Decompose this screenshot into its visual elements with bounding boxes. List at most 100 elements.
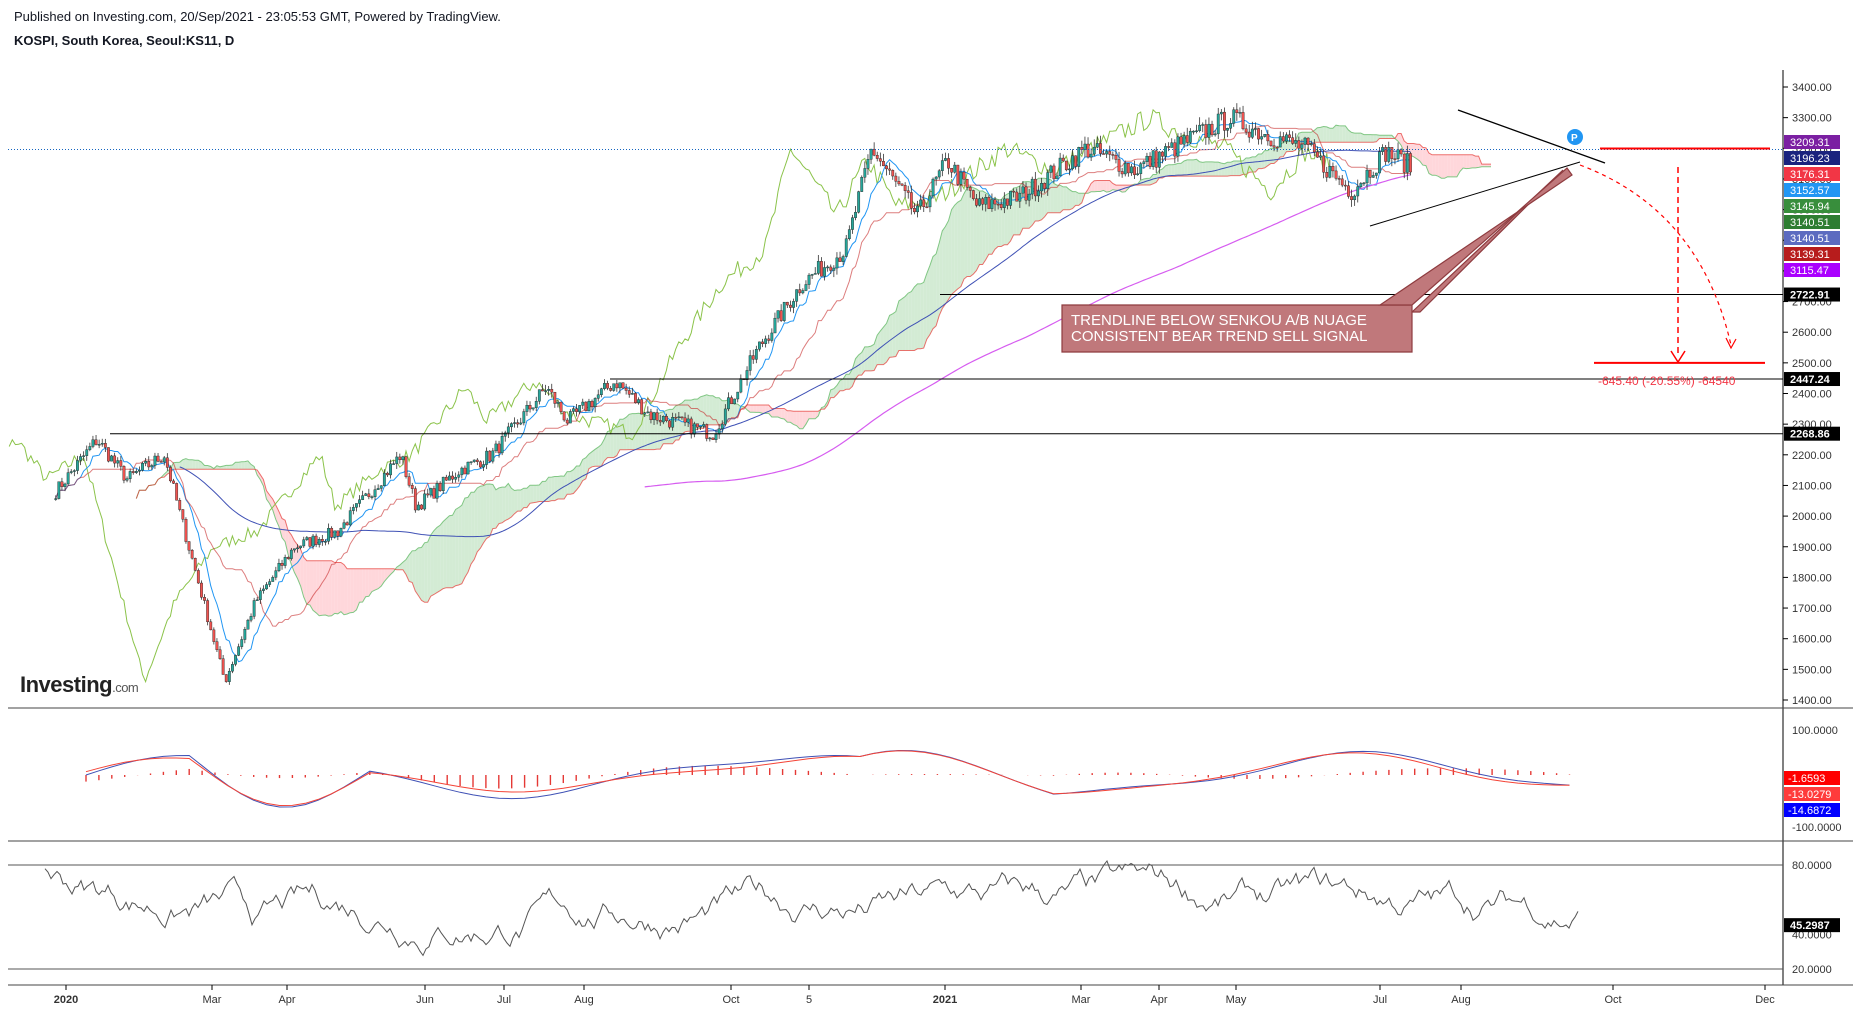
- candle: [990, 193, 994, 212]
- candle: [469, 461, 473, 465]
- candle-body: [271, 577, 275, 582]
- candle: [1213, 129, 1217, 137]
- y-tick-label: 1600.00: [1792, 634, 1832, 646]
- cloud-segment: [251, 464, 255, 470]
- cloud-segment: [195, 460, 199, 470]
- cloud-segment: [247, 460, 252, 470]
- candle: [934, 175, 938, 186]
- candle: [754, 345, 758, 364]
- cloud-segment: [694, 399, 698, 431]
- price-label: 3145.94: [1790, 201, 1830, 213]
- cloud-segment: [1187, 159, 1191, 177]
- candle-body: [522, 411, 526, 424]
- candle-body: [878, 158, 882, 162]
- candle-body: [255, 599, 259, 601]
- candle: [85, 445, 89, 461]
- y-tick-label: 2100.00: [1792, 480, 1832, 492]
- cloud-segment: [415, 547, 419, 596]
- candle-body: [1009, 190, 1012, 206]
- cloud-segment: [1422, 147, 1426, 166]
- cloud-segment: [1106, 180, 1110, 193]
- candle-body: [621, 382, 625, 389]
- candle-body: [82, 455, 86, 457]
- cloud-segment: [1094, 180, 1098, 192]
- candle-body: [789, 304, 792, 308]
- candle: [54, 495, 58, 501]
- candle: [603, 379, 606, 391]
- candle: [807, 273, 811, 289]
- candle-body: [1312, 143, 1316, 153]
- candle: [878, 152, 882, 167]
- cloud-segment: [619, 419, 624, 450]
- candle: [730, 395, 733, 405]
- candle-body: [1049, 165, 1053, 173]
- candle-body: [730, 397, 733, 405]
- candle: [950, 168, 954, 178]
- candle: [1201, 122, 1205, 133]
- candle: [1353, 194, 1357, 206]
- candle: [305, 535, 309, 542]
- candle: [677, 411, 681, 421]
- x-tick-label: Dec: [1755, 994, 1775, 1006]
- candle-body: [1080, 147, 1084, 150]
- candle: [255, 596, 259, 601]
- x-tick-label: Jun: [416, 994, 434, 1006]
- candle-body: [891, 170, 895, 177]
- candle-body: [723, 408, 727, 425]
- candle: [1387, 141, 1391, 164]
- price-label-box: [1784, 263, 1840, 277]
- candle: [448, 471, 451, 481]
- cloud-segment: [1153, 174, 1157, 184]
- macd-y-tick-label: -100.0000: [1792, 822, 1842, 834]
- candle: [720, 420, 724, 433]
- cloud-segment: [681, 400, 686, 435]
- candle-body: [779, 310, 783, 321]
- cloud-segment: [616, 419, 620, 456]
- cloud-segment: [430, 530, 434, 597]
- candle: [975, 193, 978, 208]
- cloud-segment: [1159, 168, 1163, 179]
- candle: [702, 421, 706, 429]
- candle: [491, 447, 495, 464]
- annotation-callout: [1061, 169, 1564, 353]
- candle-body: [144, 461, 148, 464]
- cloud-segment: [1146, 178, 1151, 185]
- candle: [438, 481, 442, 492]
- price-label: 2268.86: [1790, 429, 1830, 441]
- price-label-box: [1784, 215, 1840, 229]
- candle: [581, 398, 585, 410]
- cloud-segment: [381, 568, 385, 587]
- candle-body: [528, 405, 532, 410]
- cloud-segment: [923, 273, 927, 349]
- candle-body: [472, 459, 476, 462]
- candle-body: [100, 443, 104, 445]
- candle-body: [1399, 149, 1403, 155]
- macd-value-box: [1784, 771, 1840, 785]
- candle: [333, 530, 337, 539]
- candle-body: [981, 198, 985, 205]
- cloud-segment: [309, 560, 314, 611]
- candle-body: [162, 457, 166, 463]
- cloud-segment: [886, 315, 890, 363]
- cloud-segment: [784, 408, 788, 423]
- cloud-segment: [840, 378, 844, 391]
- candle: [903, 182, 907, 198]
- candle-body: [1145, 155, 1149, 162]
- candle: [993, 196, 997, 211]
- cloud-segment: [1252, 156, 1256, 172]
- candle: [1130, 164, 1133, 176]
- candle-body: [134, 471, 138, 473]
- cloud-segment: [877, 330, 881, 365]
- candle: [302, 536, 306, 548]
- candle-body: [857, 191, 861, 213]
- candle: [488, 450, 492, 463]
- cloud-segment: [902, 296, 906, 351]
- rsi-y-tick-label: 20.0000: [1792, 964, 1832, 976]
- cloud-segment: [464, 497, 469, 578]
- cloud-segment: [638, 413, 642, 450]
- candle-body: [587, 400, 591, 412]
- cloud-segment: [647, 413, 651, 450]
- candle-body: [63, 483, 67, 487]
- candle: [593, 397, 597, 413]
